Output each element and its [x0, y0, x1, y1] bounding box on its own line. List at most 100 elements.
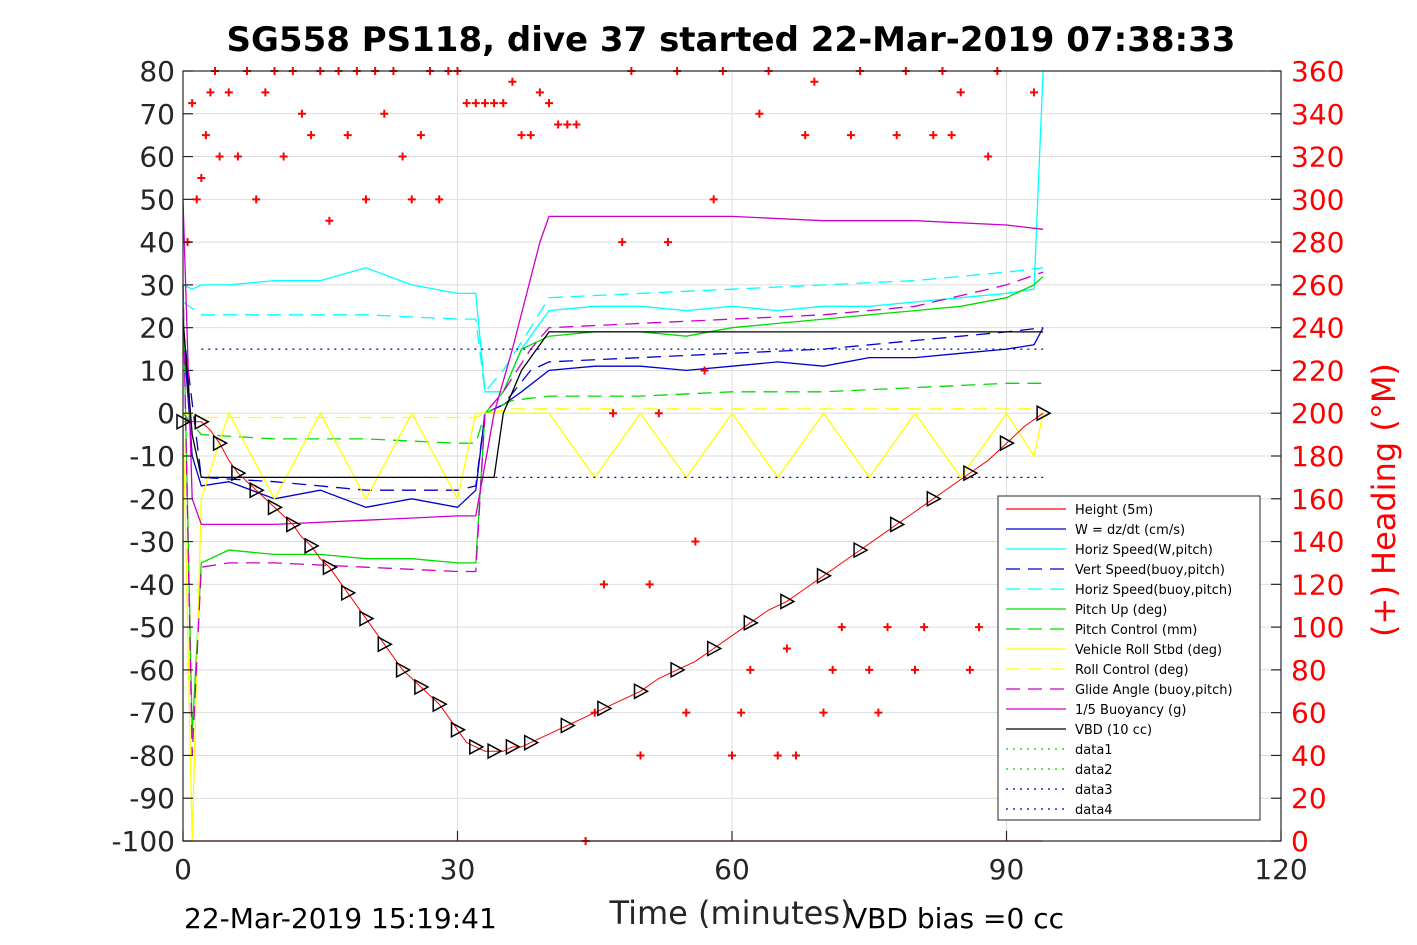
- heading-point: [965, 665, 974, 674]
- legend-entry: data1: [1075, 743, 1113, 758]
- heading-point: [471, 99, 480, 108]
- heading-point: [362, 195, 370, 204]
- heading-point: [279, 152, 288, 161]
- heading-point: [865, 665, 874, 674]
- left-tick-label: 0: [157, 397, 175, 430]
- depth-marker: [523, 734, 540, 751]
- depth-marker: [926, 490, 942, 508]
- depth-marker: [450, 721, 467, 739]
- right-tick-label: 0: [1291, 825, 1309, 858]
- right-tick-label: 220: [1291, 354, 1344, 387]
- heading-point: [618, 238, 627, 247]
- heading-point: [343, 131, 352, 140]
- depth-marker: [267, 499, 284, 516]
- heading-point: [526, 131, 535, 140]
- heading-point: [645, 580, 654, 589]
- heading-point: [215, 152, 224, 161]
- legend-entry: data3: [1075, 783, 1113, 798]
- heading-point: [1029, 88, 1038, 97]
- depth-marker: [999, 434, 1016, 452]
- right-axis: 3603403203002802602402202001801601401201…: [1271, 55, 1344, 858]
- heading-point: [416, 131, 425, 140]
- depth-marker: [597, 700, 613, 717]
- legend-entry: Pitch Up (deg): [1075, 603, 1167, 618]
- heading-point: [755, 109, 764, 118]
- heading-point: [636, 751, 645, 760]
- left-tick-label: 60: [139, 141, 175, 174]
- depth-marker: [670, 661, 686, 679]
- heading-point: [407, 195, 416, 204]
- left-tick-label: -80: [129, 739, 175, 772]
- depth-layer: [176, 404, 1052, 760]
- x-tick-label: 0: [174, 853, 192, 886]
- x-tick-label: 60: [714, 853, 750, 886]
- left-tick-label: 50: [139, 183, 175, 216]
- series-line-vert-speed-buoy-pitch-: [182, 327, 1044, 491]
- legend-entry: data4: [1075, 803, 1113, 818]
- depth-marker: [194, 413, 210, 431]
- left-axis: 80 70 60 50 40 30 20 10 0 -10 -20 -30 -40 -50 -60 -70 -8…: [111, 55, 193, 858]
- depth-marker: [505, 738, 521, 756]
- right-tick-label: 40: [1291, 739, 1327, 772]
- heading-point: [609, 409, 618, 418]
- left-tick-label: 70: [139, 98, 175, 131]
- left-tick-label: 30: [139, 269, 175, 302]
- heading-point: [261, 88, 270, 97]
- right-tick-label: 240: [1291, 312, 1344, 345]
- series-line-roll-control-deg-: [182, 408, 1044, 419]
- chart-title: SG558 PS118, dive 37 started 22-Mar-2019…: [227, 20, 1236, 60]
- heading-point: [563, 120, 572, 129]
- heading-point: [691, 537, 700, 546]
- footer-timestamp: 22-Mar-2019 15:19:41: [184, 902, 497, 935]
- heading-point: [188, 99, 197, 108]
- heading-point: [874, 708, 883, 717]
- heading-point: [307, 131, 316, 140]
- heading-point: [517, 131, 526, 140]
- heading-point: [380, 109, 389, 118]
- right-tick-label: 260: [1291, 269, 1344, 302]
- left-tick-label: -20: [129, 483, 175, 516]
- heading-point: [709, 195, 718, 204]
- heading-point: [233, 152, 242, 161]
- heading-point: [920, 623, 929, 632]
- x-axis-label: Time (minutes): [609, 894, 853, 932]
- legend-entry: Pitch Control (mm): [1075, 623, 1197, 638]
- right-tick-label: 320: [1291, 141, 1344, 174]
- heading-point: [197, 173, 206, 182]
- series-line-horiz-speed-w-pitch-: [182, 70, 1044, 393]
- right-tick-label: 360: [1291, 55, 1344, 88]
- heading-point: [947, 131, 956, 140]
- x-axis: 0 30 60 90 120: [174, 831, 1308, 886]
- depth-marker: [286, 516, 302, 533]
- right-tick-label: 180: [1291, 440, 1344, 473]
- left-tick-label: -70: [129, 697, 175, 730]
- legend-entry: Vert Speed(buoy,pitch): [1075, 563, 1225, 578]
- series-line-pitch-control-mm-: [182, 382, 1044, 444]
- left-tick-label: -50: [129, 611, 175, 644]
- depth-marker: [469, 738, 485, 756]
- series-line-pitch-up-deg-: [182, 275, 1044, 735]
- heading-point: [490, 99, 499, 108]
- x-tick-label: 30: [440, 853, 476, 886]
- left-tick-label: -40: [129, 568, 175, 601]
- heading-point: [572, 120, 581, 129]
- depth-marker: [340, 584, 357, 602]
- depth-marker: [780, 593, 796, 610]
- legend-entry: VBD (10 cc): [1075, 723, 1152, 738]
- depth-marker: [395, 661, 412, 679]
- depth-marker: [304, 537, 320, 555]
- left-tick-label: 10: [139, 354, 175, 387]
- x-tick-label: 90: [989, 853, 1025, 886]
- heading-point: [206, 88, 215, 97]
- series-line-w-dz-dt-cm-s-: [182, 327, 1044, 508]
- heading-point: [801, 131, 810, 140]
- heading-point: [700, 366, 709, 375]
- heading-point: [782, 644, 791, 653]
- heading-point: [435, 195, 444, 204]
- heading-point: [508, 77, 517, 86]
- right-tick-label: 140: [1291, 526, 1344, 559]
- depth-marker: [816, 567, 833, 585]
- right-tick-label: 280: [1291, 226, 1344, 259]
- left-tick-label: -60: [129, 654, 175, 687]
